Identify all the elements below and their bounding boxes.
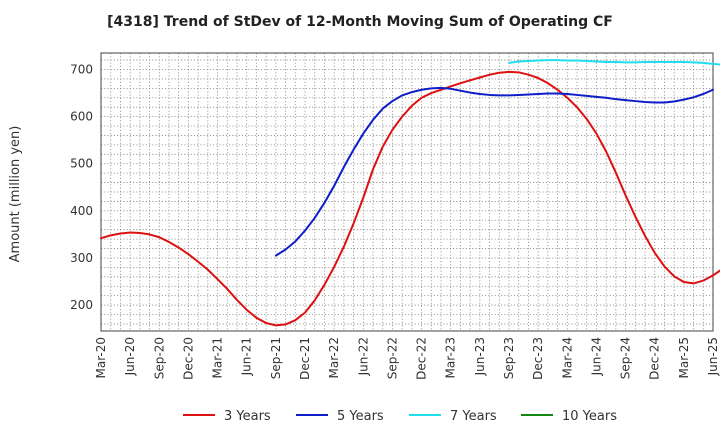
x-tick-label: Jun-20 bbox=[123, 337, 137, 376]
series-line-5-years bbox=[274, 86, 714, 257]
legend-label: 3 Years bbox=[224, 409, 271, 424]
plot-frame bbox=[100, 52, 714, 332]
y-tick-labels: 200 300 400 500 600 700 bbox=[70, 62, 93, 312]
legend-label: 7 Years bbox=[450, 409, 497, 424]
series-line-3-years bbox=[100, 70, 720, 327]
series-layer bbox=[100, 59, 720, 327]
x-tick-label: Sep-24 bbox=[619, 337, 633, 379]
x-tick-label: Mar-25 bbox=[677, 337, 691, 378]
x-tick-label: Sep-20 bbox=[152, 337, 166, 379]
x-tick-label: Sep-21 bbox=[269, 337, 283, 379]
legend-label: 10 Years bbox=[562, 409, 617, 424]
x-tick-label: Mar-23 bbox=[444, 337, 458, 378]
legend-label: 5 Years bbox=[337, 409, 384, 424]
x-tick-label: Dec-23 bbox=[531, 337, 545, 380]
x-tick-label: Jun-25 bbox=[706, 337, 720, 376]
legend: 3 Years 5 Years 7 Years 10 Years bbox=[183, 409, 617, 424]
x-tick-label: Mar-21 bbox=[211, 337, 225, 378]
y-tick-label: 700 bbox=[70, 62, 93, 76]
x-tick-label: Sep-23 bbox=[502, 337, 516, 379]
x-tick-label: Jun-22 bbox=[356, 337, 370, 376]
x-tick-label: Sep-22 bbox=[385, 337, 399, 379]
x-tick-labels: Mar-20 Jun-20 Sep-20 Dec-20 Mar-21 Jun-21 Sep-… bbox=[94, 337, 720, 380]
y-axis-title: Amount (million yen) bbox=[8, 126, 23, 263]
x-tick-label: Mar-20 bbox=[94, 337, 108, 378]
x-tick-label: Jun-23 bbox=[473, 337, 487, 376]
x-tick-label: Dec-24 bbox=[648, 337, 662, 380]
x-tick-label: Mar-24 bbox=[560, 337, 574, 378]
chart-title: [4318] Trend of StDev of 12-Month Moving… bbox=[107, 14, 613, 30]
y-tick-label: 500 bbox=[70, 157, 93, 171]
y-tick-label: 200 bbox=[70, 298, 93, 312]
x-tick-label: Dec-22 bbox=[415, 337, 429, 380]
x-tick-label: Jun-24 bbox=[589, 337, 603, 376]
y-tick-label: 400 bbox=[70, 204, 93, 218]
x-tick-label: Jun-21 bbox=[240, 337, 254, 376]
x-tick-label: Dec-21 bbox=[298, 337, 312, 380]
series-line-7-years bbox=[508, 59, 720, 66]
x-tick-label: Dec-20 bbox=[181, 337, 195, 380]
y-tick-label: 600 bbox=[70, 110, 93, 124]
x-tick-label: Mar-22 bbox=[327, 337, 341, 378]
y-tick-label: 300 bbox=[70, 251, 93, 265]
